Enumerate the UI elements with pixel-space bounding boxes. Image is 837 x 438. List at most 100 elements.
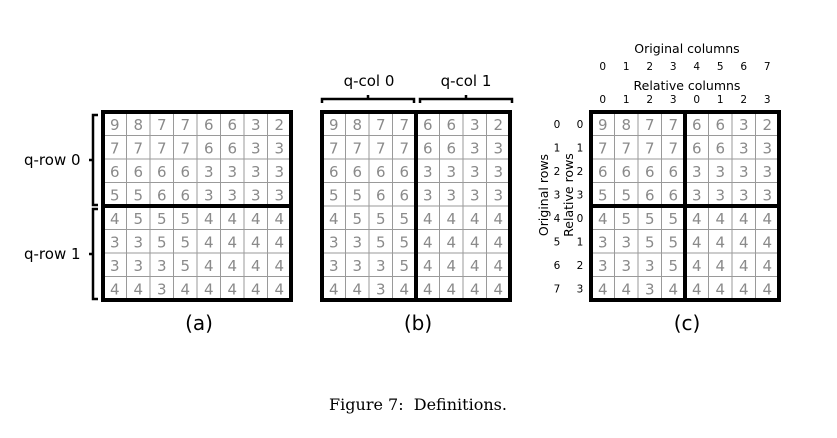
cell-value: 5	[399, 257, 409, 275]
cell-value: 6	[423, 116, 433, 134]
cell-value: 2	[274, 116, 284, 134]
cell-value: 9	[329, 116, 339, 134]
cell-value: 4	[110, 280, 120, 298]
panel-b-label: (b)	[404, 311, 432, 335]
panel-a-label: (a)	[185, 311, 213, 335]
cell-value: 6	[668, 163, 678, 181]
relative-row-label: 3	[577, 283, 584, 295]
cell-value: 4	[423, 257, 433, 275]
relative-row-label: 2	[577, 166, 584, 178]
cell-value: 7	[157, 116, 167, 134]
cell-value: 4	[739, 280, 749, 298]
cell-value: 7	[399, 139, 409, 157]
cell-value: 3	[470, 186, 480, 204]
cell-value: 3	[762, 186, 772, 204]
cell-value: 5	[329, 186, 339, 204]
cell-value: 9	[598, 116, 608, 134]
relative-column-label: 1	[623, 94, 630, 106]
cell-value: 4	[739, 233, 749, 251]
panel-b: 9 8 7 7 6 6 3 27 7 7 7 6 6 3 36 6 6 6 3 3 3 35 5 6 6 3 3 3 34 5 5 5 4 4 4 4…	[320, 72, 514, 335]
cell-value: 5	[376, 233, 386, 251]
cell-value: 5	[621, 186, 631, 204]
cell-value: 4	[352, 280, 362, 298]
cell-value: 3	[493, 186, 503, 204]
cell-value: 3	[251, 186, 261, 204]
cell-value: 6	[446, 116, 456, 134]
cell-value: 6	[157, 186, 167, 204]
cell-value: 3	[762, 139, 772, 157]
cell-value: 4	[133, 280, 143, 298]
cell-value: 3	[621, 257, 631, 275]
cell-value: 6	[645, 186, 655, 204]
cell-value: 4	[598, 210, 608, 228]
cell-value: 3	[692, 163, 702, 181]
cell-value: 6	[329, 163, 339, 181]
cell-value: 7	[668, 139, 678, 157]
cell-value: 5	[352, 210, 362, 228]
cell-value: 3	[110, 257, 120, 275]
original-column-label: 0	[599, 61, 606, 73]
relative-column-label: 3	[764, 94, 771, 106]
original-row-label: 4	[554, 213, 561, 225]
relative-rows-title: Relative rows	[561, 153, 576, 237]
relative-row-label: 0	[577, 213, 584, 225]
cell-value: 4	[762, 210, 772, 228]
cell-value: 5	[133, 210, 143, 228]
cell-value: 4	[204, 210, 214, 228]
cell-value: 5	[376, 210, 386, 228]
cell-value: 3	[423, 186, 433, 204]
cell-value: 4	[227, 233, 237, 251]
cell-value: 4	[739, 257, 749, 275]
relative-row-label: 3	[577, 189, 584, 201]
cell-value: 9	[110, 116, 120, 134]
cell-value: 4	[423, 210, 433, 228]
panel-c-label: (c)	[674, 311, 701, 335]
original-row-label: 5	[554, 236, 561, 248]
cell-value: 6	[376, 163, 386, 181]
cell-value: 3	[227, 163, 237, 181]
cell-value: 3	[133, 233, 143, 251]
cell-value: 3	[251, 139, 261, 157]
cell-value: 4	[423, 233, 433, 251]
cell-value: 4	[739, 210, 749, 228]
cell-value: 7	[621, 139, 631, 157]
cell-value: 3	[692, 186, 702, 204]
cell-value: 7	[645, 139, 655, 157]
cell-value: 6	[399, 163, 409, 181]
cell-value: 2	[762, 116, 772, 134]
cell-value: 4	[180, 280, 190, 298]
cell-value: 3	[446, 186, 456, 204]
grid-b: 9 8 7 7 6 6 3 27 7 7 7 6 6 3 36 6 6 6 3 3 3 35 5 6 6 3 3 3 34 5 5 5 4 4 4 4…	[320, 110, 512, 302]
cell-value: 3	[251, 163, 261, 181]
original-row-label: 1	[554, 142, 561, 154]
relative-column-label: 2	[646, 94, 653, 106]
original-row-label: 7	[554, 283, 561, 295]
cell-value: 3	[645, 280, 655, 298]
cell-value: 3	[376, 257, 386, 275]
original-row-label: 6	[554, 260, 561, 272]
relative-row-label: 0	[577, 119, 584, 131]
cell-value: 4	[470, 280, 480, 298]
cell-value: 4	[692, 210, 702, 228]
q-col-0-brace	[320, 95, 416, 103]
cell-value: 5	[668, 257, 678, 275]
cell-value: 7	[376, 116, 386, 134]
cell-value: 3	[423, 163, 433, 181]
cell-value: 5	[668, 233, 678, 251]
cell-value: 4	[399, 280, 409, 298]
cell-value: 6	[692, 139, 702, 157]
cell-value: 4	[274, 210, 284, 228]
cell-value: 5	[598, 186, 608, 204]
cell-value: 3	[739, 186, 749, 204]
cell-value: 4	[692, 233, 702, 251]
relative-columns-title: Relative columns	[634, 78, 741, 93]
cell-value: 8	[352, 116, 362, 134]
cell-value: 3	[329, 257, 339, 275]
relative-column-label: 0	[599, 94, 606, 106]
cell-value: 3	[739, 139, 749, 157]
cell-value: 7	[598, 139, 608, 157]
cell-value: 4	[110, 210, 120, 228]
cell-value: 4	[470, 257, 480, 275]
cell-value: 6	[598, 163, 608, 181]
cell-value: 4	[423, 280, 433, 298]
